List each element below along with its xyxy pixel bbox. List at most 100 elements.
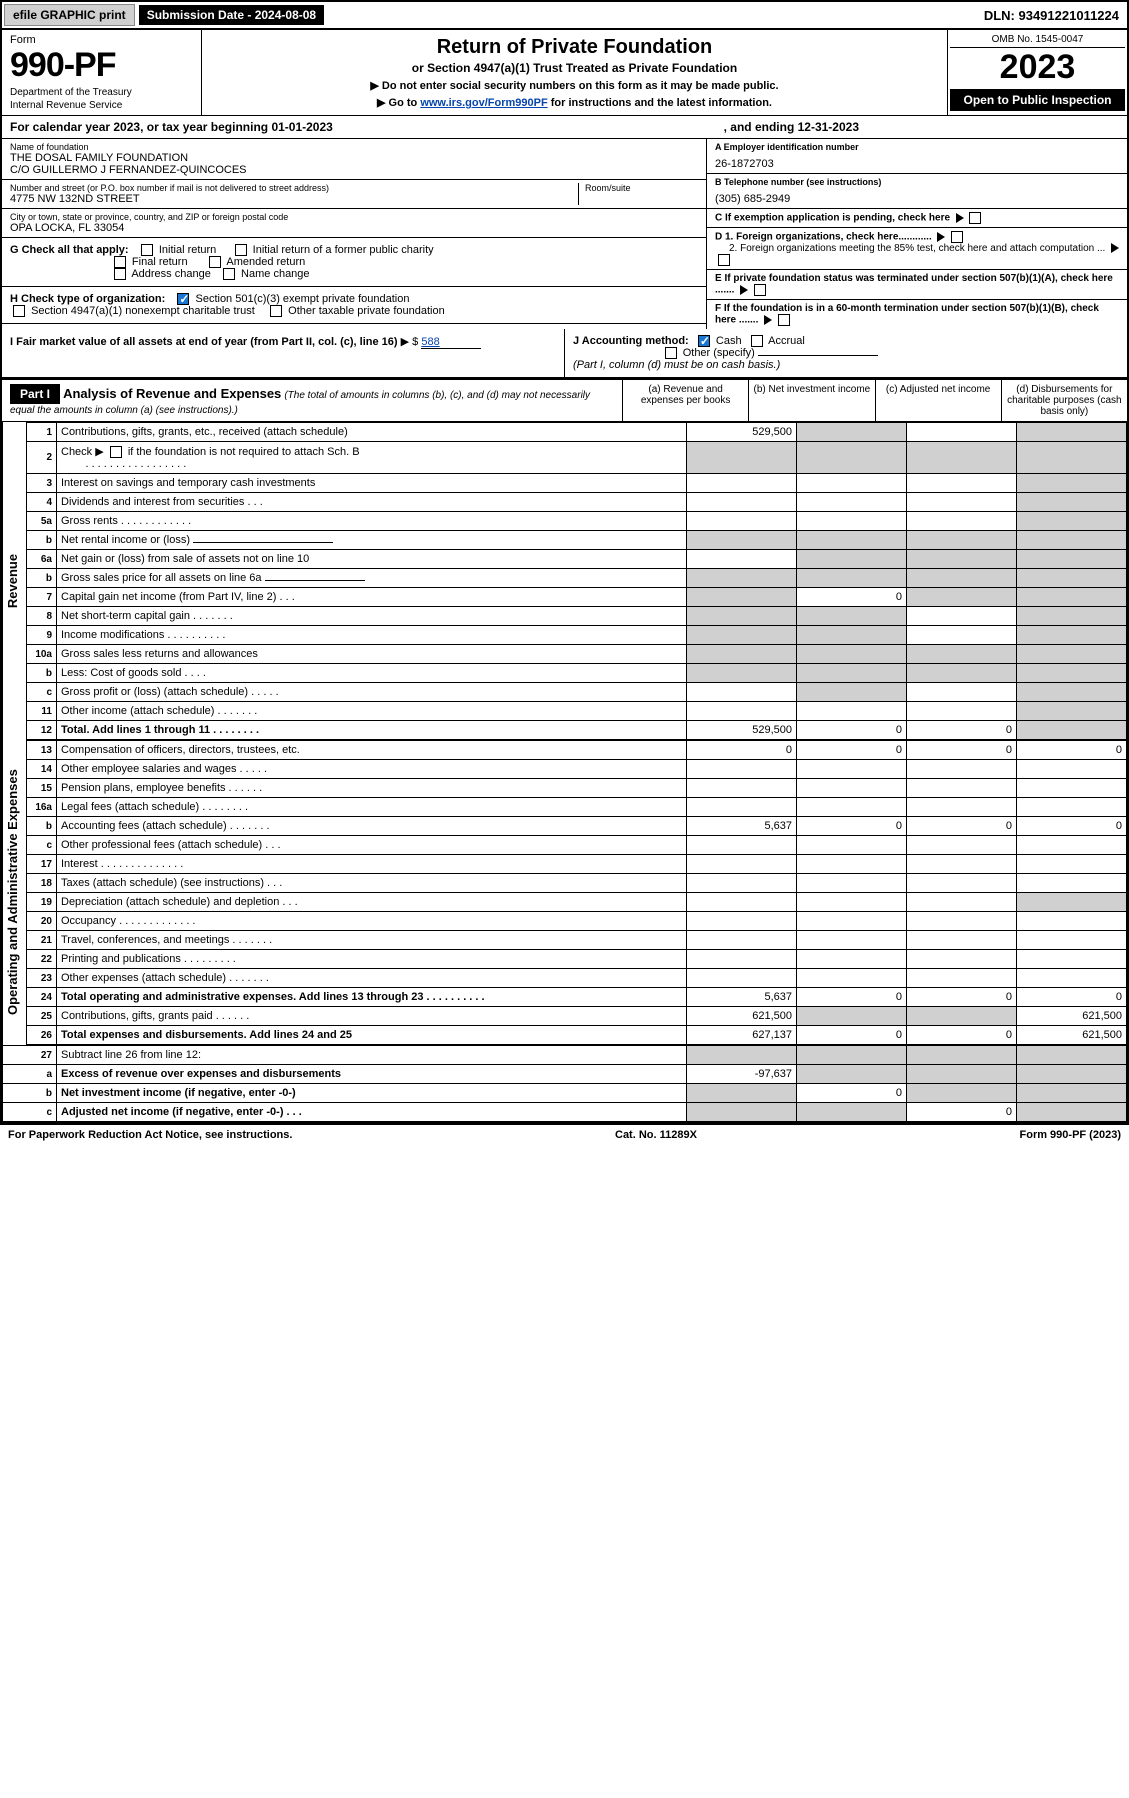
checkbox-f[interactable] (778, 314, 790, 326)
irs-label: Internal Revenue Service (10, 100, 193, 111)
ein-value: 26-1872703 (715, 158, 1119, 170)
table-row: 20Occupancy . . . . . . . . . . . . . (27, 912, 1127, 931)
table-row: 21Travel, conferences, and meetings . . … (27, 931, 1127, 950)
table-row: 11Other income (attach schedule) . . . .… (27, 702, 1127, 721)
table-row: 12Total. Add lines 1 through 11 . . . . … (27, 721, 1127, 740)
arrow-icon (764, 315, 772, 325)
checkbox-d2[interactable] (718, 254, 730, 266)
form-subtitle: or Section 4947(a)(1) Trust Treated as P… (212, 61, 937, 75)
omb-number: OMB No. 1545-0047 (950, 32, 1125, 48)
opex-side-label: Operating and Administrative Expenses (2, 740, 26, 1045)
table-row: 8Net short-term capital gain . . . . . .… (27, 607, 1127, 626)
table-row: cGross profit or (loss) (attach schedule… (27, 683, 1127, 702)
table-row: cAdjusted net income (if negative, enter… (3, 1103, 1127, 1122)
col-a-header: (a) Revenue and expenses per books (622, 380, 748, 421)
opex-section: Operating and Administrative Expenses 13… (2, 740, 1127, 1045)
table-row: 13Compensation of officers, directors, t… (27, 741, 1127, 760)
room-suite-label: Room/suite (585, 183, 698, 193)
dept-treasury: Department of the Treasury (10, 87, 193, 98)
goto-note: ▶ Go to www.irs.gov/Form990PF for instru… (212, 96, 937, 109)
col-b-header: (b) Net investment income (748, 380, 874, 421)
table-row: 18Taxes (attach schedule) (see instructi… (27, 874, 1127, 893)
tax-year-begin: For calendar year 2023, or tax year begi… (10, 120, 333, 134)
table-row: 5aGross rents . . . . . . . . . . . . (27, 512, 1127, 531)
foundation-care-of: C/O GUILLERMO J FERNANDEZ-QUINCOCES (10, 164, 698, 176)
table-row: 17Interest . . . . . . . . . . . . . . (27, 855, 1127, 874)
checkbox-amended-return[interactable] (209, 256, 221, 268)
checkbox-accrual[interactable] (751, 335, 763, 347)
table-row: 16aLegal fees (attach schedule) . . . . … (27, 798, 1127, 817)
checkbox-d1[interactable] (951, 231, 963, 243)
address-row: Number and street (or P.O. box number if… (2, 180, 706, 209)
fmv-link[interactable]: 588 (421, 336, 481, 349)
checkbox-initial-return[interactable] (141, 244, 153, 256)
checkbox-501c3[interactable] (177, 293, 189, 305)
section-ij: I Fair market value of all assets at end… (2, 329, 1127, 378)
submission-date-label: Submission Date - 2024-08-08 (139, 5, 324, 25)
table-row: bAccounting fees (attach schedule) . . .… (27, 817, 1127, 836)
table-row: bNet rental income or (loss) (27, 531, 1127, 550)
table-row: 10aGross sales less returns and allowanc… (27, 645, 1127, 664)
form-label: Form (10, 34, 193, 46)
opex-table: 13Compensation of officers, directors, t… (26, 740, 1127, 1045)
checkbox-c[interactable] (969, 212, 981, 224)
section-d: D 1. Foreign organizations, check here..… (707, 228, 1127, 270)
year-block: OMB No. 1545-0047 2023 Open to Public In… (947, 30, 1127, 115)
telephone-value: (305) 685-2949 (715, 193, 1119, 205)
table-row: bGross sales price for all assets on lin… (27, 569, 1127, 588)
ein-cell: A Employer identification number 26-1872… (707, 139, 1127, 174)
table-row: cOther professional fees (attach schedul… (27, 836, 1127, 855)
form-title: Return of Private Foundation (212, 36, 937, 59)
table-row: 6aNet gain or (loss) from sale of assets… (27, 550, 1127, 569)
col-d-header: (d) Disbursements for charitable purpose… (1001, 380, 1127, 421)
part1-header-row: Part I Analysis of Revenue and Expenses … (2, 378, 1127, 422)
calendar-year-row: For calendar year 2023, or tax year begi… (2, 116, 1127, 139)
revenue-side-label: Revenue (2, 422, 26, 740)
table-row: 26Total expenses and disbursements. Add … (27, 1026, 1127, 1045)
topbar: efile GRAPHIC print Submission Date - 20… (2, 2, 1127, 30)
arrow-icon (740, 285, 748, 295)
part1-badge: Part I (10, 384, 60, 404)
revenue-table: 1Contributions, gifts, grants, etc., rec… (26, 422, 1127, 740)
form-container: efile GRAPHIC print Submission Date - 20… (0, 0, 1129, 1124)
checkbox-e[interactable] (754, 284, 766, 296)
checkbox-sch-b[interactable] (110, 446, 122, 458)
form-header: Form 990-PF Department of the Treasury I… (2, 30, 1127, 116)
summary-table: 27Subtract line 26 from line 12: aExcess… (2, 1045, 1127, 1122)
table-row: 2Check ▶ if the foundation is not requir… (27, 442, 1127, 474)
section-g: G Check all that apply: Initial return I… (2, 238, 706, 287)
checkbox-cash[interactable] (698, 335, 710, 347)
section-h: H Check type of organization: Section 50… (2, 287, 706, 324)
table-row: aExcess of revenue over expenses and dis… (3, 1065, 1127, 1084)
efile-print-button[interactable]: efile GRAPHIC print (4, 4, 135, 26)
dln-label: DLN: 93491221011224 (984, 8, 1125, 23)
part1-title: Analysis of Revenue and Expenses (63, 386, 281, 401)
cash-basis-note: (Part I, column (d) must be on cash basi… (573, 359, 780, 371)
table-row: 19Depreciation (attach schedule) and dep… (27, 893, 1127, 912)
tax-year-end: , and ending 12-31-2023 (724, 120, 859, 134)
city-cell: City or town, state or province, country… (2, 209, 706, 238)
city-state-zip: OPA LOCKA, FL 33054 (10, 222, 698, 234)
form-ref: Form 990-PF (2023) (1020, 1129, 1121, 1141)
revenue-section: Revenue 1Contributions, gifts, grants, e… (2, 422, 1127, 740)
arrow-icon (1111, 243, 1119, 253)
form-title-block: Return of Private Foundation or Section … (202, 30, 947, 115)
checkbox-name-change[interactable] (223, 268, 235, 280)
checkbox-final-return[interactable] (114, 256, 126, 268)
section-f: F If the foundation is in a 60-month ter… (707, 300, 1127, 329)
section-e: E If private foundation status was termi… (707, 270, 1127, 300)
checkbox-address-change[interactable] (114, 268, 126, 280)
entity-info-grid: Name of foundation THE DOSAL FAMILY FOUN… (2, 139, 1127, 329)
table-row: 27Subtract line 26 from line 12: (3, 1046, 1127, 1065)
foundation-name-cell: Name of foundation THE DOSAL FAMILY FOUN… (2, 139, 706, 180)
checkbox-other-taxable[interactable] (270, 305, 282, 317)
checkbox-other-method[interactable] (665, 347, 677, 359)
section-c: C If exemption application is pending, c… (707, 209, 1127, 228)
open-public-badge: Open to Public Inspection (950, 89, 1125, 111)
checkbox-4947[interactable] (13, 305, 25, 317)
checkbox-initial-former[interactable] (235, 244, 247, 256)
arrow-icon (956, 213, 964, 223)
irs-link[interactable]: www.irs.gov/Form990PF (420, 97, 547, 109)
table-row: 1Contributions, gifts, grants, etc., rec… (27, 423, 1127, 442)
street-address: 4775 NW 132ND STREET (10, 193, 578, 205)
